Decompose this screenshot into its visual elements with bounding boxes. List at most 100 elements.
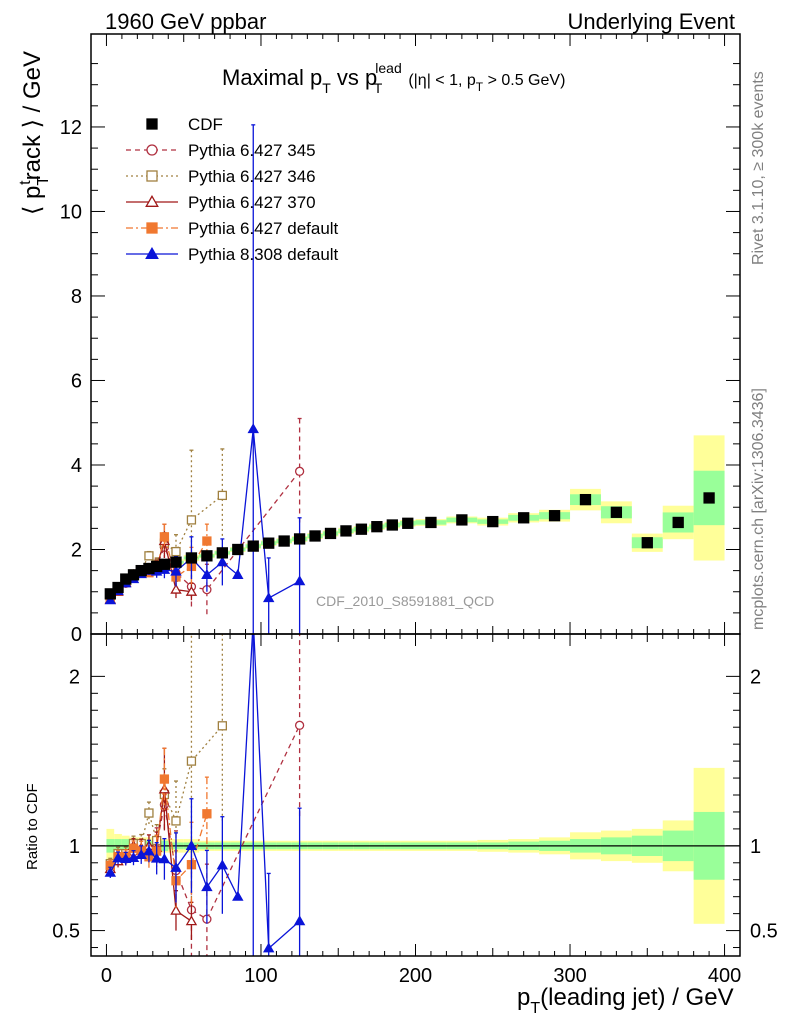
series-5-ratio-point-10 [201,881,213,892]
ytick-label-4: 8 [71,286,82,308]
series-3-point-9 [185,585,198,596]
series-1 [105,417,305,615]
series-2-ratio [105,634,227,917]
rtick-label-right-0: 0.5 [750,921,778,943]
legend-entry-2: Pythia 6.427 346 [126,167,316,186]
series-2-ratio-point-10 [217,721,227,731]
series-5-ratio-point-7 [158,853,171,864]
title-sub2: T [374,80,383,96]
rtick-label-left-2: 2 [69,666,80,688]
series-0-point-27 [518,512,530,524]
xtick-label-2: 200 [399,965,432,987]
legend-entry-1-label: Pythia 6.427 345 [188,141,316,160]
title-main: Maximal p [222,65,322,90]
series-4-point-10 [202,536,212,546]
rivet-label: Rivet 3.1.10, ≥ 300k events [750,71,767,265]
series-0-point-30 [610,506,623,518]
xtick-label-1: 100 [244,965,277,987]
title-vs: vs p [331,65,377,90]
series-2-point-10 [217,490,227,501]
header-right: Underlying Event [567,9,735,34]
series-0-point-0 [104,588,116,600]
series-layer [104,124,715,634]
series-0-point-1 [112,581,124,594]
ylabel-sub: T [35,176,52,186]
series-5-point-8 [170,565,182,576]
series-5-ratio-point-3 [127,852,140,863]
ylabel-sup: t [17,180,34,185]
series-0-point-17 [309,530,321,542]
series-0-point-22 [386,519,398,531]
header-left: 1960 GeV ppbar [105,9,266,34]
legend-entry-4-marker [146,222,158,234]
series-0-point-15 [278,535,290,547]
ytick-label-5: 10 [60,201,82,223]
series-2-point-5 [144,551,154,561]
legend-entry-0-marker [146,118,158,130]
series-0-point-25 [456,514,468,526]
xtick-label-4: 400 [708,965,741,987]
title-sup: lead [375,60,401,76]
legend-entry-2-label: Pythia 6.427 346 [188,167,316,186]
series-5-point-14 [262,592,275,603]
legend-entry-3-label: Pythia 6.427 370 [188,193,316,212]
series-5-point-12 [232,568,244,579]
series-5-point-0 [104,594,117,605]
legend-entry-5: Pythia 8.308 default [126,245,339,264]
ratio-layer [104,634,306,956]
legend-entry-3-marker [145,194,159,207]
ratio-axis-label: Ratio to CDF [24,783,41,870]
legend-entry-3: Pythia 6.427 370 [126,193,316,212]
series-0-point-12 [232,543,244,556]
series-2-ratio-point-5 [144,808,154,818]
series-0-point-8 [170,556,182,568]
series-5-ratio-point-5 [143,845,155,856]
legend-entry-2-marker [146,170,158,182]
series-0-point-10 [201,550,213,562]
legend-entry-5-label: Pythia 8.308 default [188,245,339,264]
ytick-label-3: 6 [71,370,82,392]
series-0-point-20 [355,523,368,535]
series-0-point-16 [293,533,306,545]
series-1-point-11 [294,466,305,476]
series-0-point-23 [402,517,414,529]
series-0-point-33 [703,492,715,504]
series-3-ratio-point-9 [185,915,198,926]
series-5-ratio-point-1 [112,852,124,863]
series-0-point-31 [641,537,653,549]
ylabel-pre: ⟨ p [19,186,46,215]
series-1-ratio-point-11 [294,720,305,730]
rtick-label-right-1: 1 [750,836,761,858]
series-5-ratio-point-4 [135,848,147,859]
series-5-ratio-point-0 [104,866,117,877]
xlabel-main: p [517,984,530,1011]
legend-entry-1: Pythia 6.427 345 [126,141,316,160]
title-cut1: (|η| < 1, p [408,72,476,89]
ytick-label-0: 0 [71,624,82,646]
series-2-ratio-point-9 [186,756,197,766]
main-clip-group [104,124,715,634]
title-sub1: T [322,80,331,96]
series-0-point-24 [425,516,437,529]
legend: CDF Pythia 6.427 345 Pythia 6.427 346 Pythi… [126,115,339,264]
series-0-point-21 [371,521,383,533]
series-5-point-15 [293,575,306,586]
y-axis-label: ⟨ pTtrack ⟩ / GeV [17,51,52,215]
xlabel-rest: (leading jet) / GeV [540,984,733,1011]
series-5-ratio-point-2 [120,852,132,863]
series-5-ratio-point-14 [262,942,275,953]
series-3-point-8 [170,583,182,594]
series-3-ratio-point-8 [170,904,182,915]
series-5-ratio-point-8 [170,861,182,872]
series-5-point-10 [201,568,213,579]
series-2-ratio-point-8 [171,816,181,826]
series-5-point-11 [216,556,229,567]
series-5-ratio [104,634,306,956]
series-0-point-14 [263,537,275,549]
title-cut2: > 0.5 GeV) [483,72,565,89]
series-0-point-28 [548,510,561,522]
series-5-point-13 [247,423,259,434]
series-2-point-9 [186,515,197,525]
series-0-point-29 [579,493,592,506]
